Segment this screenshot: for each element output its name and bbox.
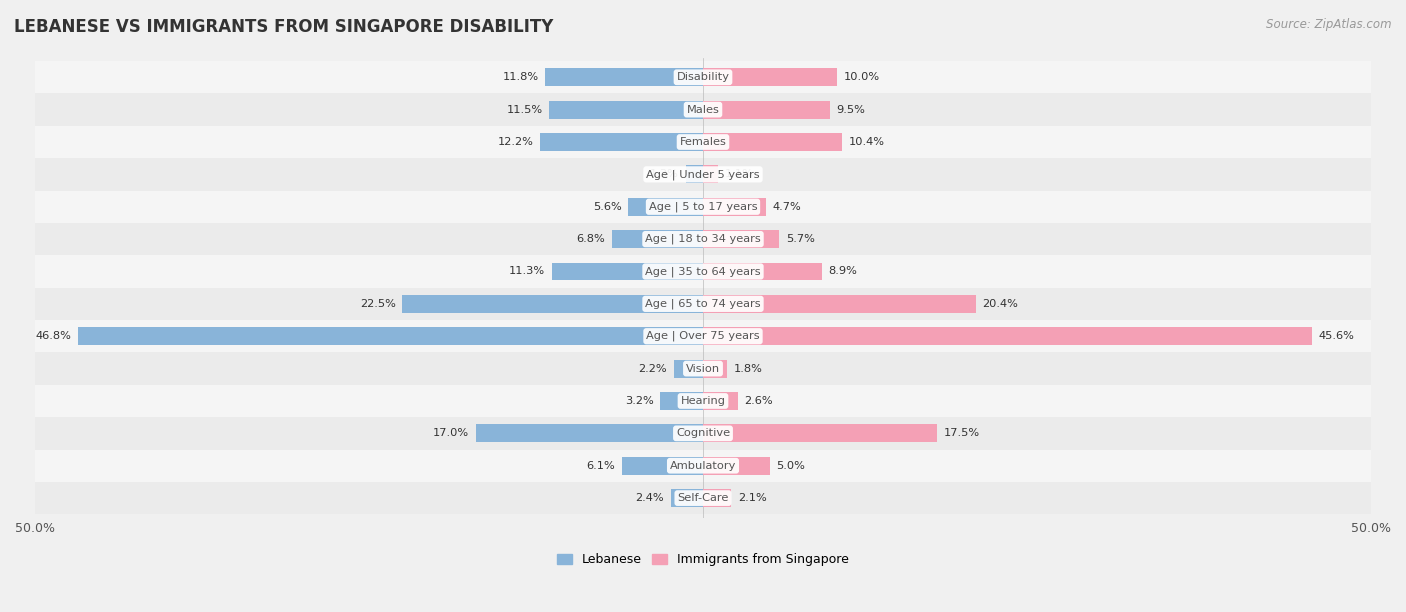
Bar bbox=[35, 126, 1371, 158]
Bar bbox=[35, 158, 1371, 190]
Bar bbox=[35, 94, 1371, 126]
Text: 2.1%: 2.1% bbox=[738, 493, 766, 503]
Text: 6.1%: 6.1% bbox=[586, 461, 614, 471]
Bar bbox=[35, 190, 1371, 223]
Bar bbox=[35, 223, 1371, 255]
Text: 22.5%: 22.5% bbox=[360, 299, 395, 309]
Text: Cognitive: Cognitive bbox=[676, 428, 730, 438]
Bar bbox=[475, 425, 703, 442]
Text: 10.4%: 10.4% bbox=[849, 137, 884, 147]
Text: LEBANESE VS IMMIGRANTS FROM SINGAPORE DISABILITY: LEBANESE VS IMMIGRANTS FROM SINGAPORE DI… bbox=[14, 18, 554, 36]
Text: 2.6%: 2.6% bbox=[744, 396, 773, 406]
Bar bbox=[628, 198, 703, 215]
Text: Age | Under 5 years: Age | Under 5 years bbox=[647, 169, 759, 180]
Text: 4.7%: 4.7% bbox=[772, 202, 801, 212]
Text: 11.5%: 11.5% bbox=[506, 105, 543, 114]
Bar bbox=[402, 295, 703, 313]
Text: 1.1%: 1.1% bbox=[724, 170, 754, 179]
Bar bbox=[673, 360, 703, 378]
Bar bbox=[35, 320, 1371, 353]
Bar bbox=[703, 133, 842, 151]
Text: Age | 35 to 64 years: Age | 35 to 64 years bbox=[645, 266, 761, 277]
Bar bbox=[553, 263, 703, 280]
Text: 45.6%: 45.6% bbox=[1319, 331, 1355, 341]
Text: 5.6%: 5.6% bbox=[593, 202, 621, 212]
Bar bbox=[35, 417, 1371, 450]
Text: 17.5%: 17.5% bbox=[943, 428, 980, 438]
Text: Self-Care: Self-Care bbox=[678, 493, 728, 503]
Text: 1.3%: 1.3% bbox=[650, 170, 679, 179]
Bar bbox=[35, 255, 1371, 288]
Bar bbox=[35, 288, 1371, 320]
Text: 11.3%: 11.3% bbox=[509, 266, 546, 277]
Text: Hearing: Hearing bbox=[681, 396, 725, 406]
Bar bbox=[35, 61, 1371, 94]
Text: Males: Males bbox=[686, 105, 720, 114]
Text: 11.8%: 11.8% bbox=[502, 72, 538, 82]
Bar bbox=[35, 482, 1371, 514]
Bar bbox=[546, 69, 703, 86]
Text: 2.4%: 2.4% bbox=[636, 493, 664, 503]
Text: Age | Over 75 years: Age | Over 75 years bbox=[647, 331, 759, 341]
Bar bbox=[703, 425, 936, 442]
Text: Vision: Vision bbox=[686, 364, 720, 373]
Text: Source: ZipAtlas.com: Source: ZipAtlas.com bbox=[1267, 18, 1392, 31]
Text: 9.5%: 9.5% bbox=[837, 105, 866, 114]
Bar bbox=[671, 489, 703, 507]
Bar bbox=[661, 392, 703, 410]
Bar bbox=[703, 360, 727, 378]
Bar bbox=[621, 457, 703, 475]
Bar bbox=[550, 101, 703, 119]
Bar bbox=[703, 489, 731, 507]
Text: 1.8%: 1.8% bbox=[734, 364, 762, 373]
Text: Disability: Disability bbox=[676, 72, 730, 82]
Text: 12.2%: 12.2% bbox=[498, 137, 533, 147]
Text: 8.9%: 8.9% bbox=[828, 266, 858, 277]
Bar bbox=[686, 165, 703, 183]
Text: Age | 5 to 17 years: Age | 5 to 17 years bbox=[648, 201, 758, 212]
Bar bbox=[77, 327, 703, 345]
Bar bbox=[703, 230, 779, 248]
Text: 10.0%: 10.0% bbox=[844, 72, 879, 82]
Text: 20.4%: 20.4% bbox=[983, 299, 1018, 309]
Legend: Lebanese, Immigrants from Singapore: Lebanese, Immigrants from Singapore bbox=[553, 548, 853, 571]
Text: 46.8%: 46.8% bbox=[35, 331, 72, 341]
Text: 5.7%: 5.7% bbox=[786, 234, 814, 244]
Text: Females: Females bbox=[679, 137, 727, 147]
Bar bbox=[703, 295, 976, 313]
Bar bbox=[35, 353, 1371, 385]
Bar bbox=[703, 263, 823, 280]
Text: 6.8%: 6.8% bbox=[576, 234, 606, 244]
Text: 5.0%: 5.0% bbox=[776, 461, 806, 471]
Text: Age | 65 to 74 years: Age | 65 to 74 years bbox=[645, 299, 761, 309]
Bar bbox=[703, 101, 830, 119]
Text: 2.2%: 2.2% bbox=[638, 364, 666, 373]
Bar bbox=[703, 327, 1312, 345]
Text: 3.2%: 3.2% bbox=[624, 396, 654, 406]
Text: 17.0%: 17.0% bbox=[433, 428, 470, 438]
Bar bbox=[703, 165, 717, 183]
Bar bbox=[540, 133, 703, 151]
Bar bbox=[703, 198, 766, 215]
Bar bbox=[612, 230, 703, 248]
Bar bbox=[35, 385, 1371, 417]
Text: Ambulatory: Ambulatory bbox=[669, 461, 737, 471]
Bar bbox=[35, 450, 1371, 482]
Bar bbox=[703, 457, 770, 475]
Bar bbox=[703, 392, 738, 410]
Bar bbox=[703, 69, 837, 86]
Text: Age | 18 to 34 years: Age | 18 to 34 years bbox=[645, 234, 761, 244]
